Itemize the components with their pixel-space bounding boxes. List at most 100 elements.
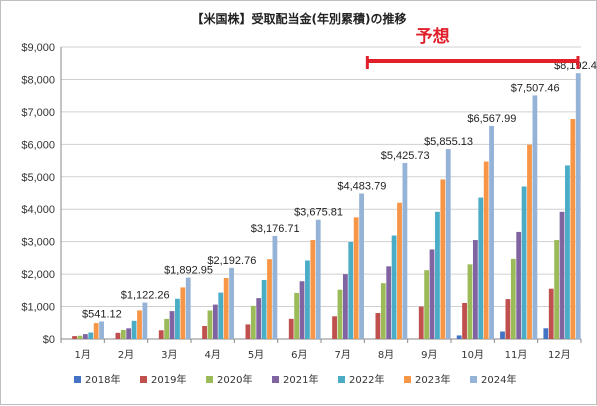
- bar-2024年: [185, 277, 191, 339]
- x-tick-label: 7月: [334, 349, 350, 361]
- data-label: $541.12: [82, 308, 122, 320]
- bar-2019年: [158, 330, 164, 339]
- bar-2024年: [402, 162, 408, 339]
- data-label: $5,425.73: [381, 150, 430, 162]
- bar-2023年: [223, 278, 229, 339]
- legend-label: 2022年: [349, 373, 384, 386]
- bar-2024年: [315, 219, 321, 339]
- y-tick-label: $9,000: [21, 42, 55, 54]
- bar-2023年: [267, 259, 272, 339]
- bar-2024年: [532, 95, 538, 340]
- bar-2018年: [500, 331, 505, 339]
- bar-2023年: [93, 323, 99, 339]
- data-label: $3,176.71: [251, 223, 300, 235]
- bar-2021年: [559, 211, 565, 339]
- bar-2024年: [445, 149, 451, 339]
- bar-2020年: [164, 318, 170, 339]
- x-tick-label: 5月: [248, 349, 264, 361]
- x-tick-label: 11月: [505, 349, 528, 361]
- bar-2023年: [527, 144, 532, 339]
- bar-2020年: [207, 310, 213, 339]
- bar-2021年: [256, 298, 262, 339]
- bar-2023年: [440, 179, 446, 339]
- y-tick-label: $8,000: [21, 74, 55, 86]
- legend-swatch: [74, 376, 81, 383]
- bar-2019年: [115, 332, 121, 339]
- bar-2024年: [575, 73, 581, 339]
- forecast-layer: 予想: [365, 26, 580, 69]
- data-label: $5,855.13: [424, 136, 473, 148]
- bar-2024年: [272, 235, 278, 339]
- chart-title: 【米国株】受取配当金(年別累積)の推移: [192, 11, 407, 26]
- bar-2021年: [299, 281, 305, 339]
- bar-2022年: [131, 320, 137, 339]
- data-label: $8,192.40: [554, 60, 597, 72]
- bar-2019年: [548, 288, 554, 339]
- bar-2021年: [516, 231, 522, 339]
- bar-2019年: [505, 299, 511, 339]
- data-label: $4,483.79: [337, 181, 386, 193]
- bar-2020年: [120, 329, 126, 339]
- legend-swatch: [206, 376, 213, 383]
- bar-2020年: [510, 258, 516, 339]
- legend-label: 2024年: [481, 373, 516, 386]
- bar-2022年: [261, 279, 267, 339]
- bar-2018年: [456, 335, 462, 339]
- bar-2022年: [175, 298, 180, 339]
- labels-layer: $541.12 $1,122.26 $1,892.95$2,192.76 $3,176…: [82, 60, 597, 320]
- bar-2022年: [565, 165, 570, 339]
- bar-2024年: [489, 125, 494, 339]
- bar-2023年: [570, 119, 576, 339]
- data-label: $2,192.76: [207, 255, 256, 267]
- bar-2023年: [180, 287, 186, 339]
- y-tick-label: $7,000: [21, 107, 55, 119]
- bar-2024年: [142, 302, 148, 339]
- bar-2023年: [310, 240, 316, 339]
- y-tick-label: $1,000: [21, 302, 55, 314]
- bar-2020年: [337, 289, 343, 339]
- y-tick-label: $4,000: [21, 204, 55, 216]
- x-tick-label: 9月: [421, 349, 437, 361]
- bar-2020年: [554, 240, 560, 339]
- bar-2020年: [77, 335, 83, 339]
- legend-label: 2018年: [85, 373, 120, 386]
- bar-2022年: [435, 211, 440, 339]
- bar-2023年: [483, 161, 489, 339]
- bar-2020年: [250, 305, 256, 339]
- bar-2022年: [478, 197, 484, 339]
- bar-2023年: [397, 202, 402, 339]
- legend-swatch: [272, 376, 279, 383]
- bar-2024年: [229, 267, 234, 339]
- bar-2021年: [342, 274, 348, 339]
- legend-swatch: [404, 376, 411, 383]
- x-tick-label: 12月: [548, 349, 571, 361]
- bar-2019年: [332, 316, 337, 339]
- x-tick-label: 3月: [161, 349, 177, 361]
- bar-2021年: [126, 328, 132, 339]
- data-label: $1,892.95: [164, 265, 213, 277]
- data-label: $3,675.81: [294, 207, 343, 219]
- bar-2020年: [467, 264, 473, 339]
- bar-2021年: [212, 304, 218, 339]
- bar-2022年: [391, 235, 397, 339]
- bar-2019年: [245, 324, 251, 339]
- bar-2020年: [380, 283, 386, 339]
- y-tick-label: $6,000: [21, 139, 55, 151]
- x-tick-label: 8月: [378, 349, 394, 361]
- bar-2024年: [99, 321, 104, 339]
- y-tick-label: $0: [43, 334, 55, 346]
- legend-label: 2020年: [217, 373, 252, 386]
- bars-layer: [72, 73, 581, 340]
- x-tick-label: 6月: [291, 349, 307, 361]
- data-label: $7,507.46: [511, 82, 560, 94]
- y-tick-label: $2,000: [21, 269, 55, 281]
- bar-2022年: [521, 186, 527, 339]
- x-tick-label: 10月: [461, 349, 484, 361]
- bar-2020年: [294, 292, 300, 339]
- bar-2023年: [353, 217, 359, 339]
- grid-layer: $0 $1,000 $2,000 $3,000 $4,000 $5,000 $6,000 $7…: [21, 42, 582, 361]
- bar-2019年: [375, 313, 381, 339]
- x-tick-label: 1月: [74, 349, 90, 361]
